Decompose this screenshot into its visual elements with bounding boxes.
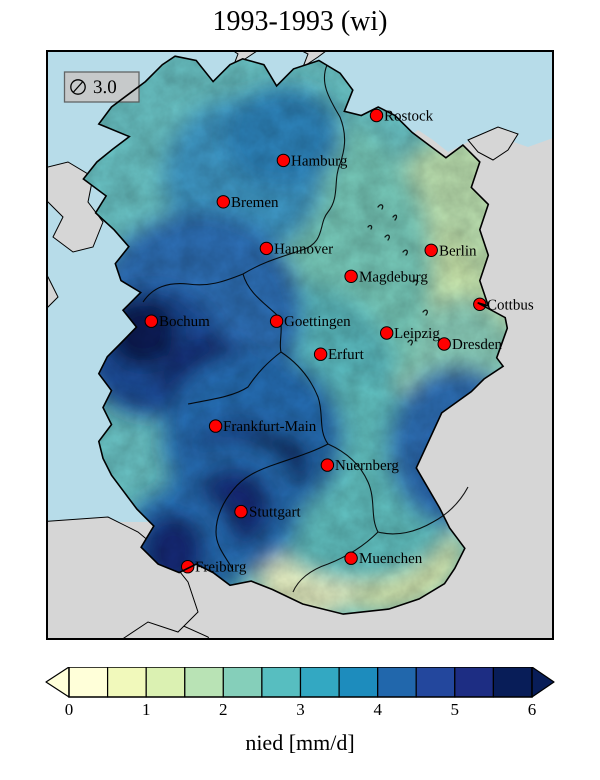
svg-text:Hannover: Hannover — [274, 241, 333, 257]
svg-text:1: 1 — [142, 700, 151, 717]
svg-text:Muenchen: Muenchen — [359, 551, 423, 567]
svg-text:Leipzig: Leipzig — [394, 326, 440, 342]
svg-text:Stuttgart: Stuttgart — [249, 505, 301, 521]
svg-text:Frankfurt-Main: Frankfurt-Main — [223, 419, 317, 435]
svg-text:2: 2 — [219, 700, 228, 717]
svg-text:Hamburg: Hamburg — [291, 153, 348, 169]
svg-text:6: 6 — [528, 700, 537, 717]
svg-text:Goettingen: Goettingen — [284, 314, 351, 330]
svg-text:3.0: 3.0 — [93, 77, 117, 98]
svg-text:0: 0 — [65, 700, 74, 717]
svg-text:Bremen: Bremen — [231, 195, 279, 211]
svg-text:Berlin: Berlin — [439, 243, 477, 259]
svg-text:Erfurt: Erfurt — [328, 347, 365, 363]
svg-text:3: 3 — [296, 700, 305, 717]
svg-text:4: 4 — [373, 700, 382, 717]
svg-text:Dresden: Dresden — [452, 337, 502, 353]
svg-text:Rostock: Rostock — [384, 109, 434, 125]
svg-text:5: 5 — [451, 700, 460, 717]
svg-text:Magdeburg: Magdeburg — [359, 269, 428, 285]
svg-text:Nuernberg: Nuernberg — [335, 458, 399, 474]
svg-text:Bochum: Bochum — [159, 314, 210, 330]
